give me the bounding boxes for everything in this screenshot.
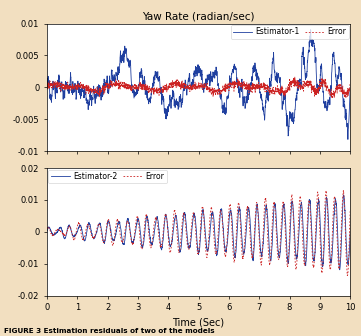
- Line: Error: Error: [47, 77, 350, 98]
- Estimator-1: [348, 86, 352, 90]
- Error: [348, 82, 352, 86]
- Title: Yaw Rate (radian/sec): Yaw Rate (radian/sec): [142, 11, 255, 22]
- Estimator-2: [60, 230, 65, 235]
- Error: [348, 208, 352, 212]
- Estimator-1: [308, 28, 313, 32]
- Error: [339, 85, 344, 89]
- Error: [60, 83, 65, 87]
- Error: [345, 274, 349, 278]
- X-axis label: Time (Sec): Time (Sec): [173, 318, 225, 328]
- Error: [192, 214, 196, 218]
- Estimator-1: [283, 103, 288, 107]
- Line: Estimator-2: Estimator-2: [47, 195, 350, 270]
- Error: [339, 87, 344, 91]
- Estimator-1: [346, 137, 350, 141]
- Error: [339, 220, 344, 224]
- Line: Error: Error: [47, 191, 350, 276]
- Error: [45, 86, 49, 90]
- Error: [192, 83, 196, 87]
- Legend: Estimator-1, Error: Estimator-1, Error: [231, 25, 349, 39]
- Legend: Estimator-2, Error: Estimator-2, Error: [48, 170, 166, 183]
- Line: Estimator-1: Estimator-1: [47, 30, 350, 139]
- Error: [184, 84, 188, 88]
- Error: [184, 233, 188, 237]
- Estimator-2: [339, 240, 344, 244]
- Estimator-2: [283, 222, 288, 226]
- Estimator-2: [184, 224, 188, 228]
- Error: [45, 227, 49, 231]
- Estimator-1: [60, 88, 65, 92]
- Error: [331, 96, 335, 100]
- Error: [339, 226, 344, 230]
- Estimator-2: [338, 268, 342, 272]
- Estimator-1: [339, 78, 344, 82]
- Estimator-2: [192, 211, 196, 215]
- Estimator-2: [342, 193, 346, 197]
- Estimator-1: [45, 78, 49, 82]
- Error: [60, 231, 65, 235]
- Estimator-1: [192, 72, 196, 76]
- Error: [293, 75, 297, 79]
- Error: [324, 188, 328, 193]
- Error: [283, 91, 288, 95]
- Estimator-1: [339, 72, 344, 76]
- Error: [283, 239, 288, 243]
- Text: FIGURE 3 Estimation residuals of two of the models: FIGURE 3 Estimation residuals of two of …: [4, 328, 214, 334]
- Estimator-2: [45, 229, 49, 233]
- Estimator-2: [339, 234, 344, 238]
- Estimator-2: [348, 230, 352, 235]
- Estimator-1: [184, 88, 188, 92]
